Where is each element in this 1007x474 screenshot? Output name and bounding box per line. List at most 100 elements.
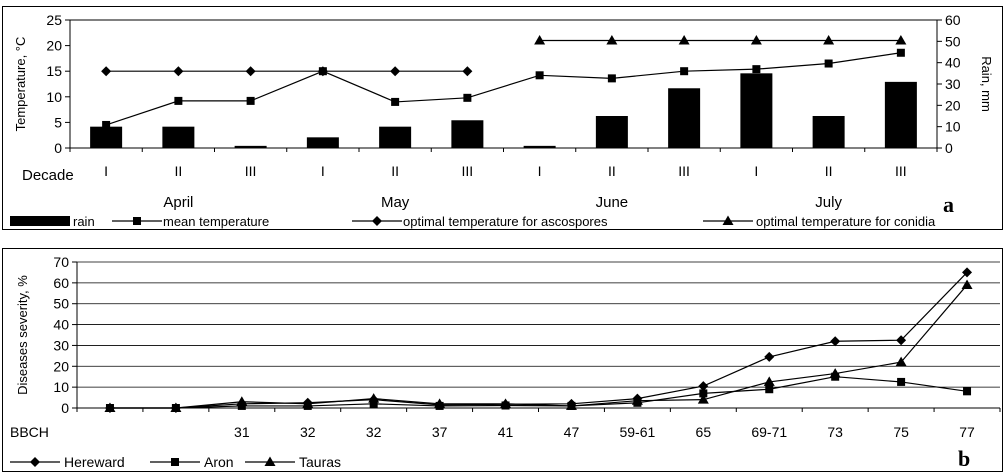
decade-tick-label: I xyxy=(321,163,325,179)
triangle-marker xyxy=(104,402,116,412)
y-right-tick-label: 0 xyxy=(945,140,953,156)
triangle-marker xyxy=(500,398,512,408)
decade-tick-label: I xyxy=(538,163,542,179)
triangle-marker xyxy=(434,398,446,408)
decade-tick-label: III xyxy=(462,163,474,179)
rain-bar xyxy=(451,120,484,148)
y-right-tick-label: 10 xyxy=(945,119,961,135)
triangle-marker xyxy=(829,368,841,378)
y-tick-label: 50 xyxy=(53,296,69,312)
square-marker xyxy=(752,65,761,74)
rain-bar xyxy=(595,116,628,148)
plot-area-a xyxy=(69,19,938,149)
rain-bar xyxy=(234,145,267,148)
y-axis-label: Diseases severity, % xyxy=(15,275,30,395)
panel-b-frame xyxy=(2,248,1003,472)
decade-row-label: Decade xyxy=(22,167,74,184)
rain-bar xyxy=(884,81,917,148)
rain-bar xyxy=(162,126,195,148)
legend-label: optimal temperature for conidia xyxy=(756,214,936,229)
square-marker xyxy=(963,387,972,396)
y-tick-label: 60 xyxy=(53,275,69,291)
y-tick-label: 0 xyxy=(61,400,69,416)
triangle-marker xyxy=(697,394,709,404)
panel-letter-b: b xyxy=(958,446,970,471)
y-right-tick-label: 30 xyxy=(945,76,961,92)
diamond-marker xyxy=(101,66,112,77)
triangle-marker xyxy=(631,395,643,405)
decade-tick-label: II xyxy=(825,163,833,179)
triangle-marker xyxy=(895,356,907,367)
y-right-axis-label: Rain, mm xyxy=(979,56,994,112)
diamond-marker xyxy=(830,336,841,347)
month-label: April xyxy=(163,194,193,211)
rain-bar xyxy=(379,126,412,148)
rain-bar xyxy=(90,126,123,148)
triangle-marker xyxy=(368,393,380,403)
legend-label: Tauras xyxy=(299,454,341,470)
diamond-marker xyxy=(896,335,907,346)
diamond-marker xyxy=(245,66,256,77)
chart-b: 0 10 20 30 40 50 60 70 Diseases severity, % BBCH 3… xyxy=(10,254,1001,471)
y-left-tick-label: 10 xyxy=(46,89,62,105)
square-marker xyxy=(607,74,616,83)
rain-bar xyxy=(523,145,556,148)
series-line-square xyxy=(105,52,901,126)
legend-label: Hereward xyxy=(64,454,125,470)
diamond-marker xyxy=(962,267,973,278)
x-tick-label: 73 xyxy=(827,424,843,440)
triangle-marker xyxy=(534,34,546,45)
x-tick-label: 32 xyxy=(300,424,316,440)
chart-a: 0 5 10 15 20 25 0 10 20 30 40 50 60 Temperature, °C Ra… xyxy=(10,12,994,229)
triangle-marker xyxy=(895,34,907,45)
panel-a-frame xyxy=(2,6,1003,230)
y-tick-label: 20 xyxy=(53,358,69,374)
legend-swatch-rain xyxy=(10,216,70,226)
decade-tick-label: I xyxy=(104,163,108,179)
decade-tick-label: II xyxy=(391,163,399,179)
y-left-tick-label: 5 xyxy=(54,114,62,130)
triangle-marker xyxy=(606,34,618,45)
legend-label: mean temperature xyxy=(163,214,269,229)
legend-triangle-marker xyxy=(264,456,276,466)
decade-tick-label: II xyxy=(174,163,182,179)
diamond-marker xyxy=(698,381,709,392)
triangle-marker xyxy=(678,34,690,45)
legend-diamond-marker xyxy=(372,216,382,226)
rain-bar xyxy=(740,73,773,148)
square-marker xyxy=(680,67,689,76)
rain-bar xyxy=(306,137,339,148)
square-marker xyxy=(174,96,183,105)
x-tick-label: 32 xyxy=(366,424,382,440)
triangle-marker xyxy=(565,400,577,410)
x-tick-label: 69-71 xyxy=(751,424,787,440)
month-label: July xyxy=(815,194,842,211)
diamond-marker xyxy=(317,66,328,77)
y-left-axis-label: Temperature, °C xyxy=(13,37,28,132)
decade-tick-label: I xyxy=(754,163,758,179)
x-tick-label: 37 xyxy=(432,424,448,440)
square-marker xyxy=(391,97,400,106)
triangle-marker xyxy=(236,396,248,406)
square-marker xyxy=(237,401,246,410)
square-marker xyxy=(765,385,774,394)
y-right-tick-label: 50 xyxy=(945,33,961,49)
triangle-marker xyxy=(961,279,973,289)
square-marker xyxy=(102,120,111,129)
square-marker xyxy=(369,399,378,408)
square-marker xyxy=(246,96,255,105)
x-tick-label: 47 xyxy=(564,424,580,440)
square-marker xyxy=(535,71,544,80)
square-marker xyxy=(896,48,905,57)
x-axis-label: BBCH xyxy=(10,424,49,440)
y-right-tick-label: 20 xyxy=(945,97,961,113)
y-tick-label: 40 xyxy=(53,317,69,333)
diamond-marker xyxy=(764,351,775,362)
x-tick-label: 77 xyxy=(959,424,975,440)
y-tick-label: 10 xyxy=(53,379,69,395)
square-marker xyxy=(897,377,906,386)
x-tick-label: 59-61 xyxy=(619,424,655,440)
legend-label: Aron xyxy=(204,454,234,470)
series-line-aron xyxy=(109,376,968,409)
